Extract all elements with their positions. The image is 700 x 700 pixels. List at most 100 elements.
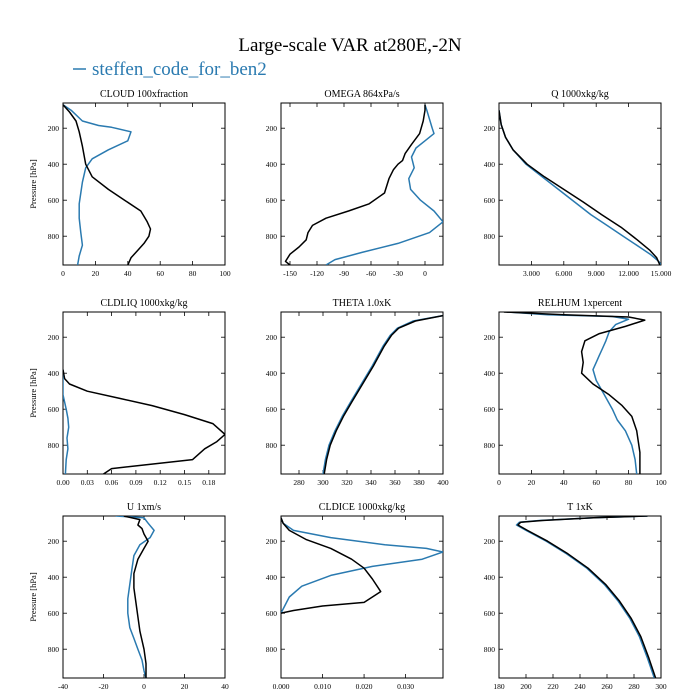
x-tick-label: 3.000 [523, 269, 540, 278]
panel-frame [62, 102, 226, 266]
y-tick-label: 200 [48, 333, 60, 342]
x-tick-label: 0.12 [154, 478, 167, 487]
y-tick-label: 200 [48, 537, 60, 546]
series-line-black [284, 104, 426, 265]
y-tick-label: 600 [266, 196, 278, 205]
series-line-blue [322, 314, 443, 474]
x-tick-label: 6.000 [555, 269, 572, 278]
x-tick-label: 0.18 [202, 478, 215, 487]
y-tick-label: 600 [48, 609, 60, 618]
y-tick-label: 800 [484, 232, 496, 241]
panel-frame [62, 311, 226, 475]
x-tick-label: -90 [339, 269, 349, 278]
x-tick-label: 40 [560, 478, 568, 487]
x-tick-label: 0 [497, 478, 501, 487]
x-tick-label: 360 [389, 478, 401, 487]
panel-frame [280, 102, 444, 266]
x-tick-label: 340 [365, 478, 377, 487]
y-tick-label: 600 [48, 405, 60, 414]
panel-frame [280, 311, 444, 475]
y-tick-label: 200 [266, 124, 278, 133]
x-tick-label: 100 [219, 269, 231, 278]
panel-7: U 1xm/s -40 -20 0 20 40 200 400 600 800 Pressure [… [28, 502, 229, 691]
series-line-black [63, 104, 152, 265]
series-line-blue [507, 312, 638, 474]
x-tick-label: 0.020 [356, 682, 373, 691]
series-line-black [517, 516, 657, 678]
panel-title: OMEGA 864xPa/s [324, 89, 399, 100]
x-tick-label: 80 [625, 478, 633, 487]
series-line-black [503, 312, 646, 474]
x-tick-label: 0 [423, 269, 427, 278]
y-tick-label: 400 [48, 573, 60, 582]
y-tick-label: 800 [484, 441, 496, 450]
y-tick-label: 800 [266, 232, 278, 241]
panel-title: U 1xm/s [127, 502, 161, 513]
series-line-blue [499, 110, 661, 265]
y-tick-label: 400 [266, 573, 278, 582]
panel-title: Q 1000xkg/kg [551, 89, 609, 100]
y-tick-label: 200 [484, 124, 496, 133]
panel-title: CLDLIQ 1000xkg/kg [101, 298, 188, 309]
panel-title: T 1xK [567, 502, 593, 513]
x-tick-label: 0.030 [397, 682, 414, 691]
y-tick-label: 400 [48, 369, 60, 378]
x-tick-label: 180 [493, 682, 505, 691]
x-tick-label: 40 [124, 269, 132, 278]
y-tick-label: 600 [266, 405, 278, 414]
x-tick-label: -20 [99, 682, 109, 691]
y-tick-label: 400 [48, 160, 60, 169]
x-tick-label: -30 [393, 269, 403, 278]
x-tick-label: 320 [341, 478, 353, 487]
panel-frame [280, 515, 444, 679]
panel-frame [498, 311, 662, 475]
x-tick-label: 280 [628, 682, 640, 691]
x-tick-label: 20 [92, 269, 100, 278]
y-tick-label: 200 [266, 333, 278, 342]
panel-6: RELHUM 1xpercent 0 20 40 60 80 100 200 400 600 800 [484, 298, 667, 487]
x-tick-label: -60 [366, 269, 376, 278]
series-line-blue [515, 516, 656, 678]
x-tick-label: 0.15 [178, 478, 191, 487]
x-tick-label: 60 [592, 478, 600, 487]
x-tick-label: 0 [142, 682, 146, 691]
series-line-black [281, 517, 382, 614]
x-tick-label: 400 [437, 478, 449, 487]
y-tick-label: 200 [484, 537, 496, 546]
panel-title: CLDICE 1000xkg/kg [319, 502, 405, 513]
panel-8: CLDICE 1000xkg/kg 0.000 0.010 0.020 0.030 200… [266, 502, 444, 691]
series-line-black [123, 516, 149, 678]
y-tick-label: 600 [48, 196, 60, 205]
panel-4: CLDLIQ 1000xkg/kg 0.00 0.03 0.06 0.09 0.12 0.1… [28, 298, 226, 487]
y-tick-label: 800 [266, 441, 278, 450]
series-line-black [323, 314, 443, 474]
y-axis-label: Pressure [hPa] [28, 368, 38, 418]
series-line-blue [281, 517, 443, 614]
x-tick-label: 240 [574, 682, 586, 691]
x-tick-label: 12.000 [618, 269, 639, 278]
y-axis-label: Pressure [hPa] [28, 159, 38, 209]
x-tick-label: 0.09 [129, 478, 142, 487]
panel-1: CLOUD 100xfraction 0 20 40 60 80 100 200 400 600 8… [28, 89, 231, 278]
y-tick-label: 200 [266, 537, 278, 546]
y-tick-label: 800 [266, 645, 278, 654]
panel-2: OMEGA 864xPa/s -150 -120 -90 -60 -30 0 200 400 60… [266, 89, 444, 278]
x-tick-label: 0.010 [314, 682, 331, 691]
y-tick-label: 800 [48, 232, 60, 241]
y-tick-label: 600 [266, 609, 278, 618]
x-tick-label: 0.00 [56, 478, 69, 487]
panel-5: THETA 1.0xK 280 300 320 340 360 380 400 200 400 60… [266, 298, 449, 487]
series-line-blue [63, 104, 132, 265]
x-tick-label: 300 [655, 682, 667, 691]
x-tick-label: 15.000 [651, 269, 672, 278]
x-tick-label: 40 [221, 682, 229, 691]
x-tick-label: 380 [413, 478, 425, 487]
x-tick-label: 0.03 [81, 478, 94, 487]
y-tick-label: 400 [266, 160, 278, 169]
panel-frame [498, 102, 662, 266]
series-line-blue [63, 369, 70, 474]
panel-9: T 1xK 180 200 220 240 260 280 300 200 400 600 800 [484, 502, 667, 691]
x-tick-label: 0 [61, 269, 65, 278]
